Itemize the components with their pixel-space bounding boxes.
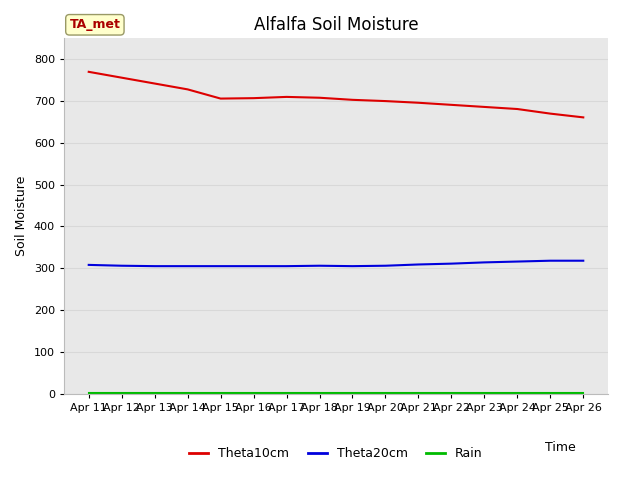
Line: Theta20cm: Theta20cm — [89, 261, 583, 266]
Theta20cm — [316, 263, 323, 269]
Rain — [283, 390, 291, 396]
Theta10cm — [316, 95, 323, 101]
Theta10cm — [481, 104, 488, 110]
Rain — [547, 390, 554, 396]
Theta20cm — [118, 263, 125, 269]
Rain — [447, 390, 455, 396]
Theta20cm — [217, 263, 225, 269]
Rain — [250, 390, 257, 396]
Theta20cm — [579, 258, 587, 264]
Theta10cm — [513, 106, 521, 112]
Theta20cm — [513, 259, 521, 264]
Theta20cm — [447, 261, 455, 266]
Text: Time: Time — [545, 441, 576, 454]
Theta10cm — [579, 115, 587, 120]
Theta10cm — [151, 81, 159, 86]
Rain — [118, 390, 125, 396]
Theta20cm — [547, 258, 554, 264]
Theta10cm — [415, 100, 422, 106]
Legend: Theta10cm, Theta20cm, Rain: Theta10cm, Theta20cm, Rain — [184, 443, 488, 466]
Rain — [415, 390, 422, 396]
Theta10cm — [85, 69, 93, 75]
Title: Alfalfa Soil Moisture: Alfalfa Soil Moisture — [253, 16, 419, 34]
Theta10cm — [250, 95, 257, 101]
Theta20cm — [349, 263, 356, 269]
Theta10cm — [381, 98, 389, 104]
Theta20cm — [85, 262, 93, 268]
Theta10cm — [283, 94, 291, 100]
Y-axis label: Soil Moisture: Soil Moisture — [15, 176, 28, 256]
Theta20cm — [283, 263, 291, 269]
Theta20cm — [415, 262, 422, 267]
Rain — [151, 390, 159, 396]
Rain — [316, 390, 323, 396]
Rain — [184, 390, 191, 396]
Theta10cm — [184, 86, 191, 92]
Theta20cm — [381, 263, 389, 269]
Theta10cm — [349, 97, 356, 103]
Rain — [349, 390, 356, 396]
Rain — [513, 390, 521, 396]
Theta20cm — [151, 263, 159, 269]
Theta10cm — [217, 96, 225, 101]
Rain — [381, 390, 389, 396]
Theta10cm — [118, 75, 125, 81]
Rain — [85, 390, 93, 396]
Theta20cm — [481, 260, 488, 265]
Rain — [481, 390, 488, 396]
Rain — [579, 390, 587, 396]
Theta10cm — [447, 102, 455, 108]
Theta20cm — [250, 263, 257, 269]
Theta10cm — [547, 111, 554, 117]
Rain — [217, 390, 225, 396]
Line: Theta10cm: Theta10cm — [89, 72, 583, 118]
Theta20cm — [184, 263, 191, 269]
Text: TA_met: TA_met — [69, 18, 120, 31]
